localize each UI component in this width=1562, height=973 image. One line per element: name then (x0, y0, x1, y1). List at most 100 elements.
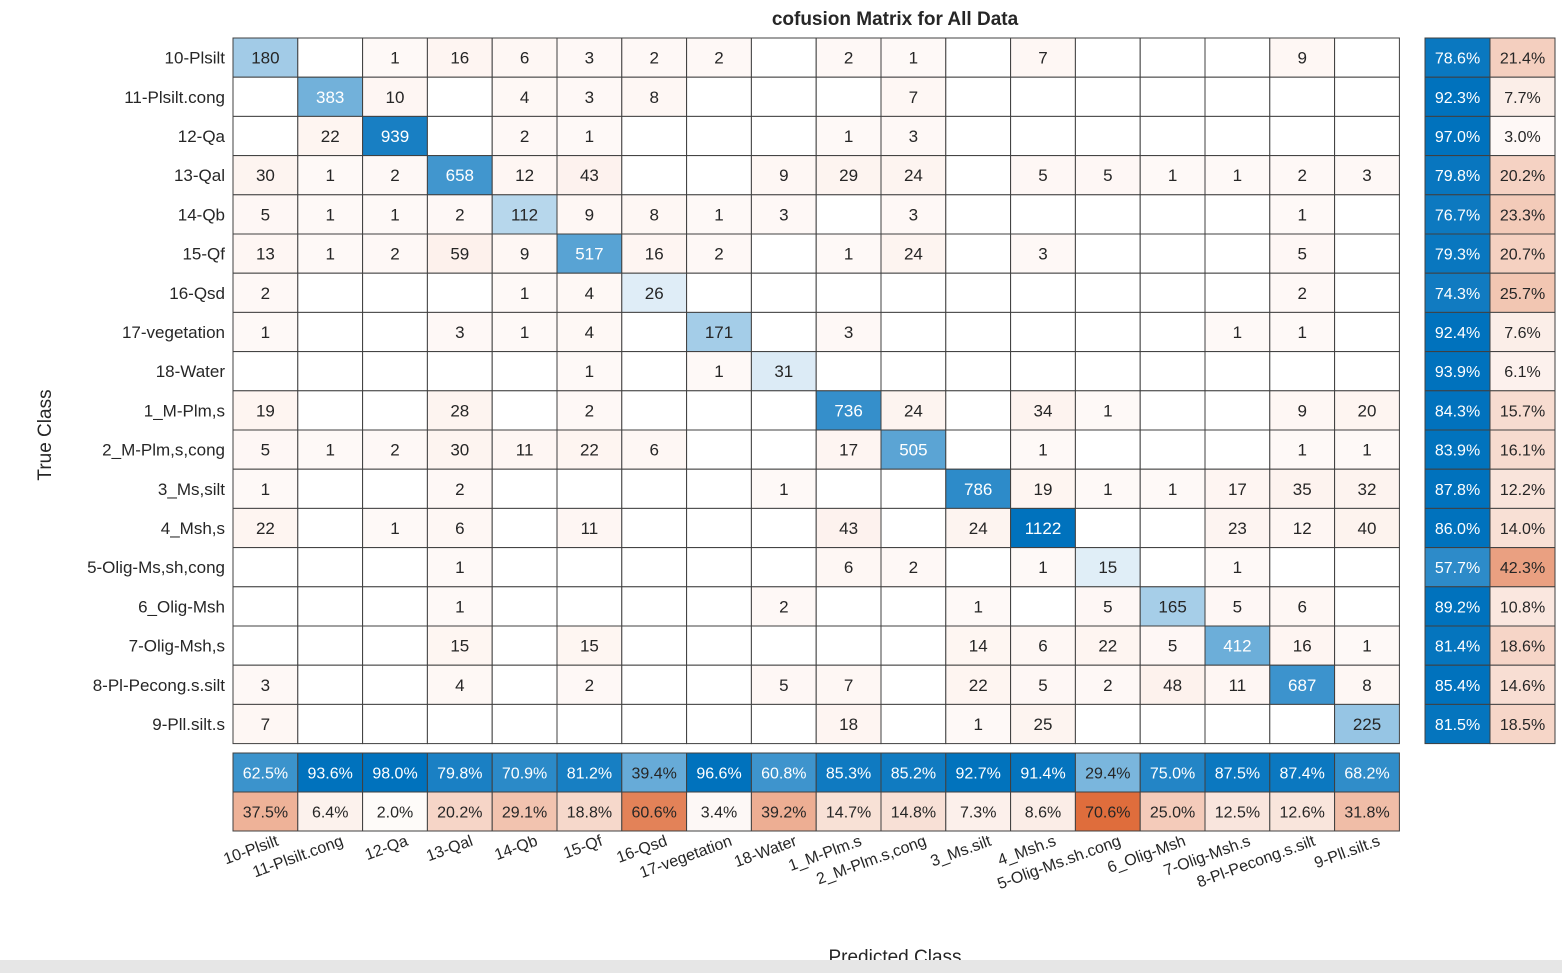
matrix-cell-value: 23 (1228, 519, 1247, 538)
column-summary-correct-cell (880, 752, 947, 793)
matrix-cell (815, 390, 882, 431)
matrix-cell (945, 37, 1012, 78)
matrix-cell-value: 1 (1297, 323, 1306, 342)
matrix-cell-value: 24 (904, 245, 923, 264)
row-summary-incorrect-cell (1489, 664, 1556, 705)
matrix-cell-value: 2 (1297, 166, 1306, 185)
matrix-cell-value: 517 (575, 245, 603, 264)
row-summary-incorrect-cell (1489, 586, 1556, 627)
row-summary-incorrect-value: 14.0% (1500, 521, 1545, 538)
column-summary-rows: 62.5% 37.5% 93.6% 6.4% 98.0% 2.0% 79.8% 20.2% 70… (232, 752, 1400, 832)
matrix-cell-value: 1 (779, 480, 788, 499)
column-summary-incorrect-value: 14.8% (891, 805, 936, 822)
column-summary-incorrect-cell (621, 791, 688, 832)
matrix-cell (686, 351, 752, 392)
matrix-cell (297, 351, 364, 392)
matrix-cell (232, 547, 299, 588)
matrix-cell (1334, 664, 1400, 705)
matrix-cell (1074, 311, 1141, 353)
matrix-cell (621, 390, 688, 431)
matrix-cell (1074, 194, 1141, 235)
matrix-cell-value: 1 (455, 597, 464, 616)
matrix-cell (815, 351, 882, 392)
column-label: 15-Qf (561, 833, 605, 863)
matrix-cell (880, 429, 947, 470)
matrix-cell-value: 22 (321, 127, 340, 146)
matrix-cell (1074, 76, 1141, 117)
matrix-cell (1334, 37, 1400, 78)
matrix-cell (426, 703, 493, 745)
matrix-cell (945, 625, 1012, 666)
matrix-cell (686, 155, 752, 196)
matrix-cell (686, 272, 752, 313)
matrix-cell-value: 3 (844, 323, 853, 342)
matrix-cell (362, 429, 428, 470)
matrix-cell (945, 155, 1012, 196)
matrix-cell (297, 390, 364, 431)
matrix-cell (491, 586, 558, 627)
column-summary-incorrect-value: 20.2% (437, 805, 482, 822)
column-summary-incorrect-cell (426, 791, 493, 832)
matrix-cell-value: 9 (585, 205, 594, 224)
row-summary-correct-value: 81.5% (1435, 717, 1480, 734)
matrix-cell (815, 664, 882, 705)
matrix-cell (686, 547, 752, 588)
matrix-cell-value: 5 (1103, 597, 1112, 616)
matrix-cell (945, 76, 1012, 117)
column-summary-incorrect-cell (945, 791, 1012, 832)
matrix-cell (1074, 507, 1141, 549)
matrix-cell (686, 664, 752, 705)
matrix-cell (815, 625, 882, 666)
column-summary-incorrect-value: 29.1% (502, 805, 547, 822)
matrix-cell-value: 15 (450, 637, 469, 656)
row-summary-incorrect-value: 14.6% (1500, 678, 1545, 695)
matrix-cell (1139, 194, 1206, 235)
matrix-cell (880, 468, 947, 509)
matrix-cell (297, 37, 364, 78)
matrix-cell (1074, 37, 1141, 78)
matrix-cell (1010, 664, 1076, 705)
matrix-cell (491, 429, 558, 470)
matrix-cell (686, 429, 752, 470)
matrix-cell (1204, 703, 1271, 745)
matrix-cell-value: 1 (585, 127, 594, 146)
matrix-cell (1074, 547, 1141, 588)
column-summary-correct-cell (362, 752, 428, 793)
matrix-cell (232, 468, 299, 509)
column-summary-incorrect-cell (491, 791, 558, 832)
column-summary-correct-cell (686, 752, 752, 793)
matrix-cell (556, 272, 623, 313)
matrix-cell (621, 625, 688, 666)
row-label: 3_Ms,silt (158, 480, 225, 499)
matrix-cell (1139, 76, 1206, 117)
bottom-edge-strip (0, 960, 1562, 973)
matrix-cell (1269, 155, 1336, 196)
matrix-cell-value: 3 (585, 88, 594, 107)
column-summary-incorrect-value: 3.4% (701, 805, 737, 822)
matrix-cell-value: 1 (1168, 166, 1177, 185)
matrix-cell (621, 547, 688, 588)
matrix-cell-value: 20 (1358, 401, 1377, 420)
row-summary-correct-cell (1424, 547, 1491, 588)
matrix-cell (491, 115, 558, 157)
row-summary-correct-value: 79.3% (1435, 247, 1480, 264)
matrix-cell-value: 9 (1297, 49, 1306, 68)
matrix-cell (686, 390, 752, 431)
matrix-cell-value: 4 (520, 88, 529, 107)
matrix-cell-value: 1 (1103, 401, 1112, 420)
matrix-cell (1010, 547, 1076, 588)
matrix-cell-value: 6 (520, 49, 529, 68)
matrix-cell (750, 233, 817, 274)
matrix-cell-value: 10 (386, 88, 405, 107)
matrix-cell-value: 6 (1297, 597, 1306, 616)
row-summary-incorrect-cell (1489, 351, 1556, 392)
matrix-cell-value: 1 (390, 49, 399, 68)
row-label: 1_M-Plm,s (144, 401, 225, 420)
matrix-cell (1204, 37, 1271, 78)
matrix-cell-value: 1122 (1025, 519, 1062, 538)
matrix-cell (945, 547, 1012, 588)
matrix-cell-value: 1 (973, 715, 982, 734)
matrix-cell (621, 76, 688, 117)
matrix-cell (1334, 468, 1400, 509)
matrix-cell-value: 32 (1358, 480, 1377, 499)
